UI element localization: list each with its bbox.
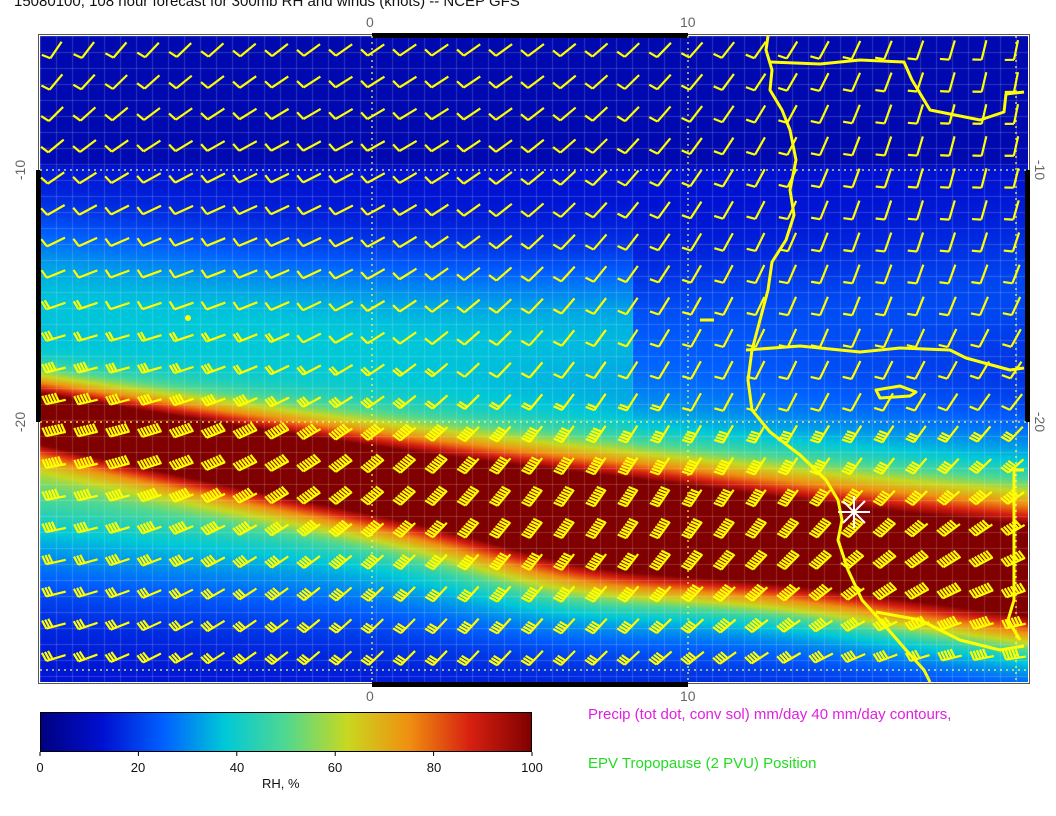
- precip-legend: Precip (tot dot, conv sol) mm/day 40 mm/…: [588, 706, 952, 723]
- right-tick-10s: -10: [1032, 159, 1049, 181]
- colorbar-ticks: [39, 752, 533, 756]
- top-tick-10: 10: [680, 14, 696, 30]
- colorbar-label: RH, %: [262, 776, 300, 791]
- map-frame: [38, 34, 1030, 684]
- epv-legend: EPV Tropopause (2 PVU) Position: [588, 755, 817, 772]
- colorbar-tick-100: 100: [521, 760, 543, 775]
- right-tick-20s: -20: [1032, 411, 1049, 433]
- colorbar-tick-80: 80: [426, 760, 442, 775]
- rh-colorbar: [40, 712, 532, 752]
- colorbar-tick-60: 60: [327, 760, 343, 775]
- top-tick-0: 0: [366, 14, 374, 30]
- colorbar-tick-0: 0: [36, 760, 44, 775]
- map-title: 15080100, 108 hour forecast for 300mb RH…: [14, 0, 520, 10]
- bottom-tick-10: 10: [680, 688, 696, 704]
- bottom-tick-0: 0: [366, 688, 374, 704]
- colorbar-tick-40: 40: [229, 760, 245, 775]
- left-tick-20s: -20: [12, 411, 29, 433]
- left-tick-10s: -10: [12, 159, 29, 181]
- colorbar-tick-20: 20: [130, 760, 146, 775]
